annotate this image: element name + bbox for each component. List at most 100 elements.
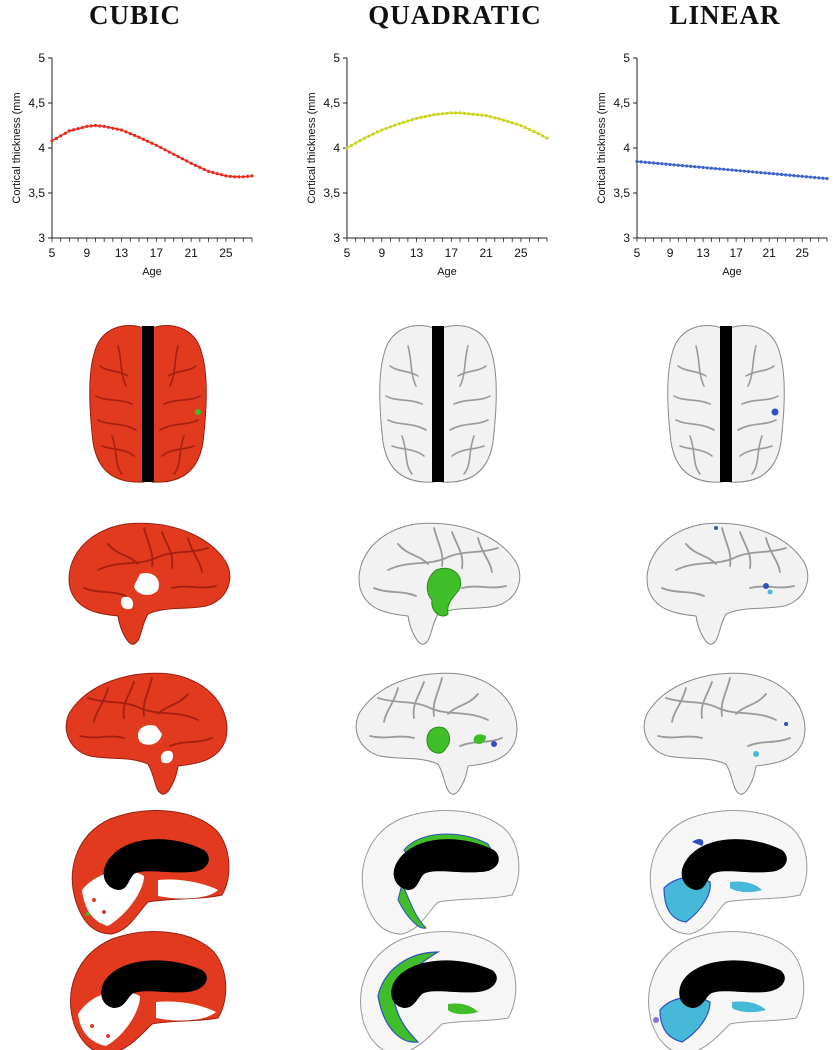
- x-tick-label: 21: [184, 246, 198, 260]
- series-point: [137, 135, 141, 139]
- y-tick-label: 3: [623, 231, 630, 245]
- y-tick-label: 4,5: [28, 96, 45, 110]
- series-point: [734, 168, 738, 173]
- quadratic-lateral-1: [358, 522, 521, 645]
- series-point: [124, 130, 128, 134]
- series-point: [445, 111, 449, 115]
- cubic-chart: 3 3,5 4 4,5 5 5 9 13 17 21 25 Age Cortical thickness…: [11, 51, 254, 278]
- y-axis-label: Cortical thickness (mm: [11, 92, 23, 203]
- series-point: [163, 148, 167, 152]
- series-point: [59, 134, 63, 138]
- x-axis-label: Age: [722, 266, 742, 278]
- series-point: [514, 122, 519, 126]
- series-point: [388, 125, 393, 129]
- series-point: [393, 123, 397, 127]
- series-point: [414, 116, 419, 120]
- x-tick-label: 5: [634, 246, 641, 260]
- series-point: [800, 174, 804, 178]
- series-point: [701, 165, 705, 170]
- series-point: [771, 172, 775, 176]
- series-point: [651, 161, 656, 165]
- series-point: [233, 175, 237, 179]
- series-point: [185, 159, 189, 163]
- quadratic-lateral-2: [355, 672, 518, 795]
- series-point: [215, 172, 219, 176]
- series-point: [106, 125, 111, 129]
- series-point: [246, 174, 250, 178]
- series-point: [146, 139, 150, 143]
- quadratic-chart: 3 3,5 4 4,5 5 5 9 13 17 21 25 Age Cortical thickness…: [306, 51, 549, 278]
- y-tick-label: 4,5: [613, 96, 630, 110]
- series-point: [150, 141, 154, 145]
- y-tick-label: 5: [333, 51, 340, 65]
- series-point: [821, 176, 825, 180]
- x-tick-label: 5: [344, 246, 351, 260]
- series-point: [471, 112, 475, 116]
- linear-medial-1: [649, 809, 808, 935]
- series-point: [362, 136, 366, 140]
- x-tick-label: 17: [150, 246, 164, 260]
- series-point: [401, 120, 406, 124]
- cubic-medial-1: [71, 809, 230, 935]
- series-point: [689, 164, 693, 168]
- series-point: [375, 130, 380, 134]
- series-point: [80, 125, 85, 130]
- series-point: [767, 171, 771, 175]
- series-point: [775, 172, 780, 176]
- series-point: [85, 124, 89, 128]
- series-point: [119, 128, 124, 132]
- series-point: [668, 162, 672, 167]
- series-point: [660, 162, 664, 166]
- series-point: [709, 166, 713, 170]
- series-point: [367, 134, 371, 138]
- cubic-title: CUBIC: [88, 0, 181, 30]
- series-point: [475, 113, 480, 117]
- y-axis-label: Cortical thickness (mm: [306, 92, 318, 203]
- series-point: [519, 123, 523, 128]
- series-point: [89, 124, 93, 128]
- y-tick-label: 4: [623, 141, 630, 155]
- series-point: [371, 132, 375, 136]
- y-tick-label: 5: [623, 51, 630, 65]
- series-point: [93, 123, 98, 128]
- series-point: [141, 137, 145, 141]
- series-point: [189, 161, 193, 165]
- series-point: [241, 175, 245, 179]
- series-point: [180, 157, 185, 161]
- series-point: [808, 175, 813, 179]
- series-point: [63, 131, 67, 135]
- series-point: [813, 175, 817, 180]
- series-point: [167, 150, 171, 154]
- series-point: [397, 122, 401, 126]
- y-tick-label: 5: [38, 51, 45, 65]
- series-point: [746, 169, 751, 174]
- x-tick-label: 13: [696, 246, 710, 260]
- series-point: [480, 113, 484, 117]
- series-point: [202, 167, 206, 171]
- series-point: [647, 161, 651, 165]
- series-point: [237, 175, 241, 179]
- y-tick-label: 3: [38, 231, 45, 245]
- series-point: [423, 114, 427, 119]
- y-tick-label: 4: [333, 141, 340, 155]
- x-axis-label: Age: [437, 266, 457, 278]
- series-point: [159, 145, 163, 150]
- series-point: [54, 136, 58, 140]
- cubic-axial: [89, 324, 207, 483]
- series-point: [664, 162, 668, 166]
- series-point: [536, 132, 540, 136]
- series-point: [50, 139, 54, 143]
- quadratic-medial-1: [361, 809, 520, 935]
- series-point: [718, 167, 722, 171]
- series-point: [115, 127, 119, 131]
- series-point: [751, 170, 755, 174]
- cubic-medial-2: [70, 931, 227, 1050]
- series-point: [206, 169, 211, 173]
- series-point: [510, 121, 514, 125]
- linear-lateral-2: [643, 672, 806, 795]
- x-tick-label: 9: [378, 246, 385, 260]
- series-point: [441, 112, 445, 116]
- series-point: [454, 111, 458, 115]
- linear-title: LINEAR: [669, 0, 781, 30]
